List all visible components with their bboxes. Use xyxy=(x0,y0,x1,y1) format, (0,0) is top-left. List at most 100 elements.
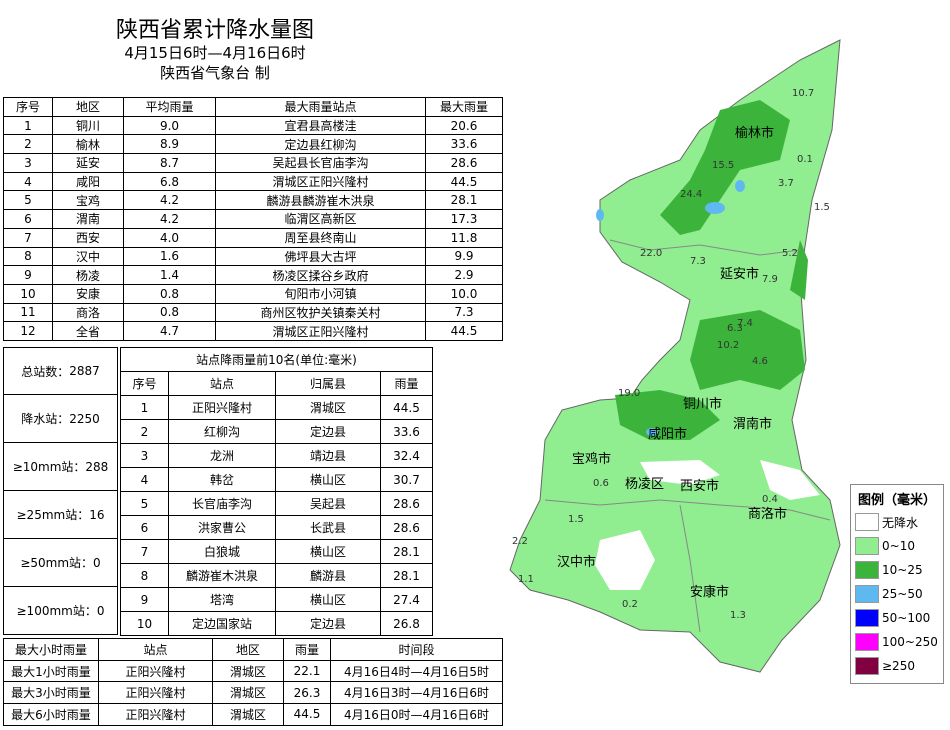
city-label: 宝鸡市 xyxy=(572,451,611,467)
cell: 7 xyxy=(120,539,169,564)
cell: 4.0 xyxy=(123,227,216,248)
header-row: 序号 站点 归属县 雨量 xyxy=(120,371,433,396)
cell: 10 xyxy=(120,611,169,636)
cell: 44.5 xyxy=(283,703,331,726)
row: 5 长官庙李沟 吴起县 28.6 xyxy=(120,491,433,516)
station-value: 3.7 xyxy=(778,178,794,189)
summary-label: 总站数： xyxy=(21,364,70,379)
cell: 杨凌 xyxy=(52,265,124,285)
boundary xyxy=(544,499,831,521)
cell: 正阳兴隆村 xyxy=(98,703,213,726)
cell: 30.7 xyxy=(380,467,433,492)
legend-item: 无降水 xyxy=(851,510,943,534)
cell: 28.6 xyxy=(380,491,433,516)
cell: 临渭区高新区 xyxy=(215,209,426,229)
no-rain xyxy=(640,460,720,485)
row: 11 商洛 0.8 商州区牧护关镇秦关村 7.3 xyxy=(3,302,503,323)
cell: 44.5 xyxy=(380,395,433,420)
cell: 宜君县高楼洼 xyxy=(215,115,426,136)
cell: 吴起县长官庙李沟 xyxy=(215,153,426,173)
cell: 长官庙李沟 xyxy=(168,491,276,516)
header-cell: 站点 xyxy=(168,371,276,396)
station-value: 2.2 xyxy=(512,536,528,547)
cell: 9.0 xyxy=(123,115,216,136)
city-label: 西安市 xyxy=(680,478,719,494)
summary-label: ≥25mm站： xyxy=(16,508,90,522)
cell: 横山区 xyxy=(275,539,381,564)
summary-box: 总站数： 2887 xyxy=(3,347,118,395)
cell: 定边县红柳沟 xyxy=(215,134,426,155)
cell: 1.4 xyxy=(123,265,216,285)
station-value: 0.6 xyxy=(593,478,609,489)
no-rain xyxy=(760,460,820,500)
legend-swatch xyxy=(855,561,879,579)
cell: 0.8 xyxy=(123,302,216,323)
cell: 榆林 xyxy=(52,134,124,155)
cell: 横山区 xyxy=(275,467,381,492)
row: 7 白狼城 横山区 28.1 xyxy=(120,539,433,564)
legend-label: 50~100 xyxy=(882,611,931,625)
header-cell: 时间段 xyxy=(330,638,503,661)
cell: 正阳兴隆村 xyxy=(98,659,213,683)
summary-box: ≥25mm站： 16 xyxy=(3,491,118,539)
station-value: 0.4 xyxy=(762,494,778,505)
cell: 铜川 xyxy=(52,115,124,136)
station-value: 22.0 xyxy=(640,248,662,259)
cell: 商州区牧护关镇秦关村 xyxy=(215,302,426,323)
station-value: 10.2 xyxy=(717,340,739,351)
cell: 4.2 xyxy=(123,190,216,211)
cell: 27.4 xyxy=(380,587,433,612)
city-label: 铜川市 xyxy=(683,396,722,412)
cell: 杨凌区揉谷乡政府 xyxy=(215,265,426,285)
cell: 44.5 xyxy=(425,321,503,341)
row: 3 延安 8.7 吴起县长官庙李沟 28.6 xyxy=(3,153,503,173)
row: 最大1小时雨量 正阳兴隆村 渭城区 22.1 4月16日4时—4月16日5时 xyxy=(3,659,503,683)
header-cell: 最大雨量站点 xyxy=(215,97,426,117)
header-cell: 地区 xyxy=(52,97,124,117)
station-value: 1.5 xyxy=(568,514,584,525)
header-cell: 归属县 xyxy=(275,371,381,396)
summary-label: ≥50mm站： xyxy=(20,556,94,570)
cell: 渭城区 xyxy=(275,395,381,420)
cell: 4 xyxy=(120,467,169,492)
cell: 8.9 xyxy=(123,134,216,155)
row: 1 正阳兴隆村 渭城区 44.5 xyxy=(120,395,433,420)
cell: 7.3 xyxy=(425,302,503,323)
cell: 洪家曹公 xyxy=(168,515,276,540)
cell: 1 xyxy=(3,115,53,136)
row: 2 红柳沟 定边县 33.6 xyxy=(120,419,433,444)
cell: 8 xyxy=(120,563,169,588)
header-cell: 雨量 xyxy=(283,638,331,661)
cell: 11.8 xyxy=(425,227,503,248)
row: 最大6小时雨量 正阳兴隆村 渭城区 44.5 4月16日0时—4月16日6时 xyxy=(3,703,503,726)
rain-25-50 xyxy=(596,209,604,221)
summary-label: 降水站： xyxy=(21,412,70,426)
station-value: 6.3 xyxy=(727,323,743,334)
station-value: 7.4 xyxy=(737,318,753,329)
table-title: 站点降雨量前10名(单位:毫米) xyxy=(120,347,433,372)
rain-25-50 xyxy=(646,428,658,436)
legend-title: 图例（毫米） xyxy=(857,493,936,508)
cell: 渭南 xyxy=(52,209,124,229)
cell: 9 xyxy=(3,265,53,285)
row: 2 榆林 8.9 定边县红柳沟 33.6 xyxy=(3,134,503,155)
row: 最大3小时雨量 正阳兴隆村 渭城区 26.3 4月16日3时—4月16日6时 xyxy=(3,681,503,705)
cell: 安康 xyxy=(52,283,124,304)
rain-10-25 xyxy=(690,310,805,390)
cell: 最大1小时雨量 xyxy=(3,659,99,683)
row: 8 麟游崔木洪泉 麟游县 28.1 xyxy=(120,563,433,588)
row: 10 安康 0.8 旬阳市小河镇 10.0 xyxy=(3,283,503,304)
legend-label: 无降水 xyxy=(882,515,919,530)
station-value: 5.2 xyxy=(782,248,798,259)
cell: 5 xyxy=(3,190,53,211)
city-label: 榆林市 xyxy=(735,125,774,141)
city-label: 杨凌区 xyxy=(625,477,664,492)
cell: 渭城区正阳兴隆村 xyxy=(215,171,426,192)
header-cell: 地区 xyxy=(212,638,284,661)
legend-label: 100~250 xyxy=(882,635,938,649)
cell: 33.6 xyxy=(425,134,503,155)
legend-swatch xyxy=(855,657,879,675)
legend-swatch xyxy=(855,537,879,555)
cell: 麟游县麟游崔木洪泉 xyxy=(215,190,426,211)
